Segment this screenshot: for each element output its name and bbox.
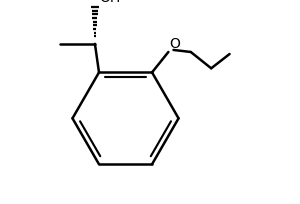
Text: O: O [169,37,180,51]
Text: OH: OH [99,0,120,5]
